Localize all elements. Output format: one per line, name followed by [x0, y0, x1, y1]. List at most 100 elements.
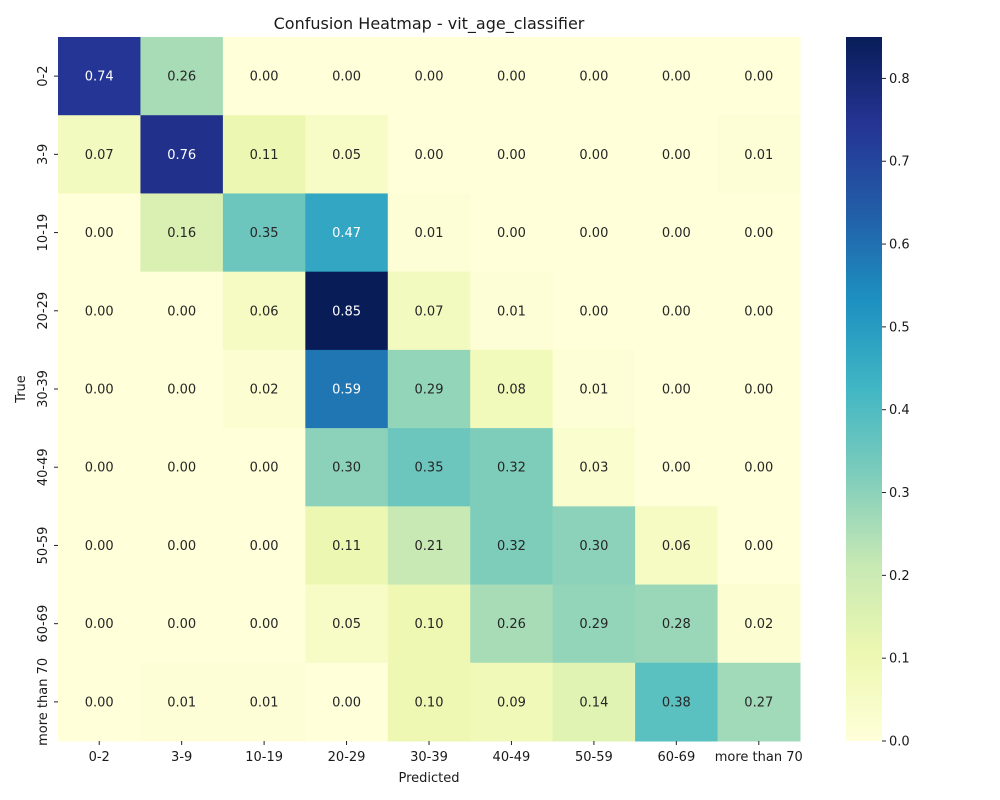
cell-value-label: 0.74 — [85, 70, 114, 85]
colorbar-tick-label: 0.1 — [889, 652, 910, 667]
y-tick-label: 60-69 — [36, 605, 51, 643]
heatmap-cell — [222, 662, 306, 742]
cell-value-label: 0.59 — [332, 383, 361, 398]
heatmap-cell — [635, 271, 719, 351]
heatmap-cell — [717, 506, 801, 586]
heatmap-cell — [635, 428, 719, 507]
heatmap-cell — [387, 662, 471, 742]
heatmap-cell — [387, 37, 471, 116]
cell-value-label: 0.35 — [250, 226, 279, 241]
heatmap-cell — [470, 662, 554, 742]
colorbar: 0.0 0.1 0.2 0.3 0.4 0.5 0.6 0.7 0.8 — [846, 37, 910, 750]
heatmap-cell — [305, 349, 389, 429]
heatmap-cell — [140, 193, 224, 273]
x-tick-label: 40-49 — [493, 750, 531, 765]
heatmap-cell — [58, 37, 141, 116]
y-tick-label: more than 70 — [36, 658, 51, 746]
cell-value-label: 0.38 — [662, 695, 691, 710]
cell-value-label: 0.05 — [332, 617, 361, 632]
cell-value-label: 0.00 — [167, 539, 196, 554]
heatmap-cell — [717, 428, 801, 507]
colorbar-tick-label: 0.8 — [889, 72, 910, 87]
y-axis-label: True — [14, 375, 29, 404]
heatmap-cell — [305, 662, 389, 742]
heatmap-cell — [58, 662, 141, 742]
heatmap-cell — [552, 271, 636, 351]
x-tick-label: 60-69 — [657, 750, 695, 765]
cell-value-label: 0.08 — [497, 383, 526, 398]
cell-value-label: 0.35 — [415, 461, 444, 476]
heatmap-cell — [305, 37, 389, 116]
x-axis-ticks: 0-2 3-9 10-19 20-29 30-39 40-49 50-59 60-69 more… — [89, 741, 803, 765]
cell-value-label: 0.06 — [250, 304, 279, 319]
cell-value-label: 0.27 — [744, 695, 773, 710]
x-tick-label: more than 70 — [715, 750, 803, 765]
cell-value-label: 0.10 — [415, 695, 444, 710]
heatmap-cell — [387, 584, 471, 664]
cell-value-label: 0.00 — [744, 70, 773, 85]
cell-value-label: 0.29 — [415, 383, 444, 398]
cell-value-label: 0.00 — [85, 226, 114, 241]
heatmap-cell — [552, 115, 636, 194]
cell-value-label: 0.01 — [250, 695, 279, 710]
cell-value-label: 0.11 — [332, 539, 361, 554]
cell-value-label: 0.00 — [579, 148, 608, 163]
y-tick-label: 3-9 — [36, 144, 51, 165]
cell-value-label: 0.00 — [250, 617, 279, 632]
x-tick-label: 3-9 — [171, 750, 192, 765]
cell-value-label: 0.00 — [167, 304, 196, 319]
colorbar-tick-label: 0.5 — [889, 320, 910, 335]
cell-value-label: 0.00 — [250, 539, 279, 554]
x-tick-label: 10-19 — [245, 750, 283, 765]
cell-value-label: 0.11 — [250, 148, 279, 163]
cell-value-label: 0.10 — [415, 617, 444, 632]
cell-value-label: 0.00 — [85, 617, 114, 632]
cell-value-label: 0.02 — [744, 617, 773, 632]
heatmap-cell — [552, 662, 636, 742]
cell-value-label: 0.00 — [744, 539, 773, 554]
cell-value-label: 0.00 — [85, 383, 114, 398]
cell-value-label: 0.00 — [415, 148, 444, 163]
y-tick-label: 30-39 — [36, 370, 51, 408]
cell-value-label: 0.16 — [167, 226, 196, 241]
y-axis-ticks: 0-2 3-9 10-19 20-29 30-39 40-49 50-59 60-69 more… — [36, 65, 58, 746]
heatmap-cell — [222, 428, 306, 507]
cell-value-label: 0.09 — [497, 695, 526, 710]
cell-value-label: 0.00 — [744, 461, 773, 476]
heatmap-cell — [717, 584, 801, 664]
cell-value-label: 0.85 — [332, 304, 361, 319]
heatmap-cell — [470, 115, 554, 194]
heatmap-cell — [222, 349, 306, 429]
heatmap-cell — [552, 428, 636, 507]
cell-value-label: 0.76 — [167, 148, 196, 163]
heatmap-cell — [58, 428, 141, 507]
heatmap-cell — [717, 349, 801, 429]
heatmap-cells: 0.74 0.26 0.00 0.00 0.00 0.00 0.00 0.00 0.00 0.07… — [58, 37, 801, 742]
heatmap-cell — [552, 506, 636, 586]
heatmap-cell — [717, 193, 801, 273]
cell-value-label: 0.00 — [85, 304, 114, 319]
heatmap-cell — [222, 37, 306, 116]
heatmap-cell — [387, 506, 471, 586]
cell-value-label: 0.00 — [662, 226, 691, 241]
heatmap-cell — [552, 349, 636, 429]
cell-value-label: 0.01 — [579, 383, 608, 398]
x-tick-label: 50-59 — [575, 750, 613, 765]
cell-value-label: 0.00 — [332, 695, 361, 710]
heatmap-cell — [387, 193, 471, 273]
heatmap-cell — [635, 662, 719, 742]
cell-value-label: 0.00 — [662, 304, 691, 319]
heatmap-cell — [140, 115, 224, 194]
cell-value-label: 0.00 — [744, 383, 773, 398]
cell-value-label: 0.28 — [662, 617, 691, 632]
heatmap-cell — [222, 584, 306, 664]
heatmap-cell — [552, 584, 636, 664]
heatmap-cell — [140, 428, 224, 507]
cell-value-label: 0.00 — [332, 70, 361, 85]
heatmap-cell — [305, 115, 389, 194]
cell-value-label: 0.01 — [167, 695, 196, 710]
y-tick-label: 40-49 — [36, 448, 51, 486]
cell-value-label: 0.32 — [497, 539, 526, 554]
x-tick-label: 0-2 — [89, 750, 110, 765]
cell-value-label: 0.00 — [85, 695, 114, 710]
